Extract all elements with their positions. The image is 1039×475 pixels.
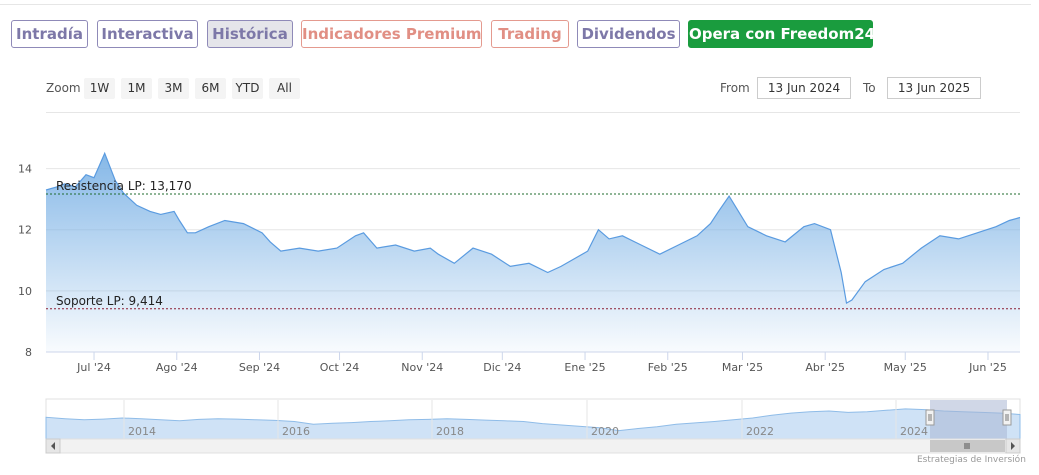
- to-date-input[interactable]: 13 Jun 2025: [887, 77, 981, 99]
- x-tick-label: Feb '25: [648, 361, 688, 374]
- x-tick-label: Sep '24: [239, 361, 280, 374]
- tab-historica[interactable]: Histórica: [207, 20, 293, 48]
- zoom-3m-button[interactable]: 3M: [158, 78, 189, 99]
- y-tick-label: 8: [25, 346, 32, 359]
- resistance-label: Resistencia LP: 13,170: [56, 179, 192, 193]
- scroll-left-icon: [51, 442, 55, 450]
- price-area: [46, 153, 1020, 352]
- zoom-6m-button[interactable]: 6M: [195, 78, 226, 99]
- y-tick-label: 14: [18, 163, 32, 176]
- credits-text: Estrategias de Inversión: [917, 455, 1026, 465]
- navigator-scrollbar[interactable]: [45, 438, 1021, 454]
- to-label: To: [863, 81, 876, 95]
- zoom-1w-button[interactable]: 1W: [84, 78, 115, 99]
- tab-trading[interactable]: Trading: [491, 20, 569, 48]
- from-label: From: [720, 81, 750, 95]
- navigator-left-handle[interactable]: [925, 409, 935, 426]
- freedom24-button[interactable]: Opera con Freedom24: [688, 20, 875, 48]
- y-tick-label: 10: [18, 285, 32, 298]
- navigator-selected-range[interactable]: [930, 400, 1007, 440]
- x-tick-label: Jul '24: [76, 361, 111, 374]
- x-tick-label: Nov '24: [401, 361, 443, 374]
- from-date-input[interactable]: 13 Jun 2024: [757, 77, 851, 99]
- tab-dividendos[interactable]: Dividendos: [577, 20, 680, 48]
- range-navigator[interactable]: 2014 2016 2018 2020 2022 2024: [0, 395, 1039, 455]
- zoom-ytd-button[interactable]: YTD: [232, 78, 263, 99]
- navigator-year-label: 2022: [746, 425, 774, 438]
- navigator-year-label: 2024: [900, 425, 928, 438]
- x-tick-label: May '25: [884, 361, 927, 374]
- tab-interactiva[interactable]: Interactiva: [97, 20, 198, 48]
- x-tick-label: Dic '24: [483, 361, 521, 374]
- top-divider: [0, 4, 1031, 5]
- price-line: [45, 151, 1021, 305]
- scroll-right-icon: [1011, 442, 1015, 450]
- zoom-1m-button[interactable]: 1M: [121, 78, 152, 99]
- navigator-right-handle[interactable]: [1002, 409, 1012, 426]
- navigator-year-label: 2018: [436, 425, 464, 438]
- x-tick-label: Ene '25: [564, 361, 605, 374]
- x-tick-label: Oct '24: [320, 361, 360, 374]
- y-tick-label: 12: [18, 224, 32, 237]
- tab-intradia[interactable]: Intradía: [11, 20, 88, 48]
- x-tick-label: Ago '24: [156, 361, 198, 374]
- navigator-year-label: 2014: [128, 425, 156, 438]
- chart-top-divider: [46, 112, 1020, 113]
- navigator-series: [45, 408, 1021, 440]
- x-tick-label: Abr '25: [805, 361, 845, 374]
- navigator-year-label: 2016: [282, 425, 310, 438]
- x-tick-label: Jun '25: [968, 361, 1007, 374]
- tab-indicadores-premium[interactable]: Indicadores Premium: [301, 20, 482, 48]
- zoom-label: Zoom: [46, 81, 81, 95]
- navigator-year-label: 2020: [591, 425, 619, 438]
- zoom-all-button[interactable]: All: [269, 78, 300, 99]
- support-label: Soporte LP: 9,414: [56, 294, 163, 308]
- x-tick-label: Mar '25: [722, 361, 763, 374]
